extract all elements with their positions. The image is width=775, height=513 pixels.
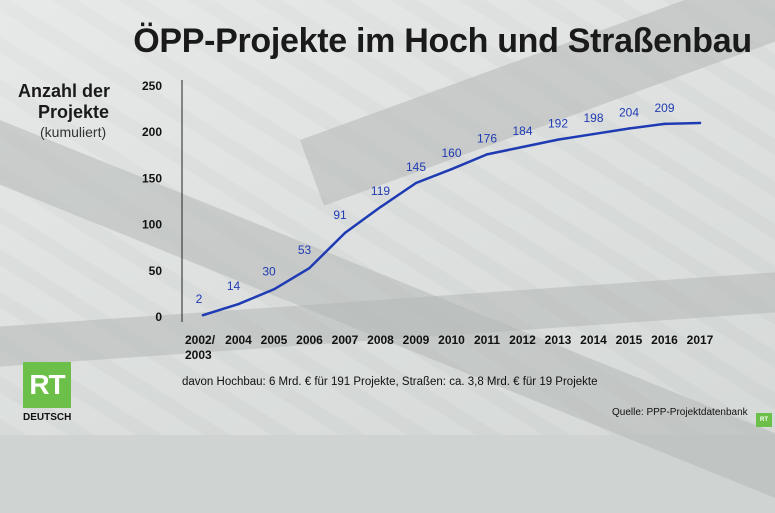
x-tick-label: 2008: [367, 333, 394, 347]
y-axis-label-line1: Anzahl der: [18, 81, 111, 101]
y-tick-label: 150: [142, 171, 162, 185]
x-tick-label: 2012: [509, 333, 536, 347]
y-tick-label: 100: [142, 218, 162, 232]
x-tick-label: 2007: [332, 333, 359, 347]
data-label: 14: [227, 279, 241, 293]
data-point: [272, 288, 276, 291]
data-label: 209: [654, 101, 674, 115]
data-point: [485, 153, 489, 156]
data-label: 91: [333, 208, 347, 222]
y-tick-label: 200: [142, 125, 162, 139]
x-tick-label: 2009: [403, 333, 430, 347]
data-point: [450, 167, 453, 171]
x-tick-label: 2002/: [185, 333, 216, 347]
x-tick-label: 2017: [687, 333, 714, 347]
data-label: 2: [196, 292, 203, 306]
x-tick-label: 2004: [225, 333, 252, 347]
data-label: 176: [477, 131, 497, 145]
y-tick-label: 50: [149, 264, 163, 278]
data-label: 192: [548, 117, 568, 131]
x-tick-label: 2015: [616, 333, 643, 347]
x-tick-label: 2005: [261, 333, 288, 347]
data-label: 30: [262, 264, 276, 278]
data-label: 160: [441, 146, 461, 160]
x-tick-label: 2013: [545, 333, 572, 347]
data-point: [308, 266, 311, 270]
y-tick-label: 250: [142, 79, 162, 93]
y-axis-label-line3: (kumuliert): [40, 124, 107, 140]
x-tick-label: 2011: [474, 333, 500, 347]
rt-logo-label: DEUTSCH: [23, 412, 72, 423]
data-label: 145: [406, 160, 426, 174]
footnote: davon Hochbau: 6 Mrd. € für 191 Projekte…: [182, 376, 598, 388]
data-point: [663, 122, 666, 126]
x-tick-label: 2016: [651, 333, 678, 347]
chart-title: ÖPP-Projekte im Hoch und Straßenbau: [133, 22, 752, 60]
rt-logo: RT: [23, 362, 71, 408]
data-point: [627, 127, 631, 130]
y-axis-label-line2: Projekte: [38, 102, 110, 122]
data-point: [201, 313, 205, 317]
data-label: 119: [371, 184, 390, 198]
x-tick-label: 2014: [580, 333, 607, 347]
y-tick-label: 0: [155, 310, 162, 324]
data-label: 184: [512, 124, 532, 138]
rt-corner-logo: RT: [756, 413, 772, 427]
x-tick-label: 2010: [438, 333, 465, 347]
data-point: [343, 231, 347, 235]
data-point: [592, 132, 595, 136]
data-point: [379, 205, 382, 209]
source-note: Quelle: PPP-Projektdatenbank: [612, 407, 748, 418]
data-point: [556, 138, 560, 141]
line-chart: 0 50 100 150 200 250 2002/2003 2004 2005 2006 2007…: [142, 79, 714, 362]
data-label: 53: [298, 243, 312, 257]
data-point: [698, 121, 702, 125]
data-point: [414, 181, 418, 185]
x-tick-label: 2006: [296, 333, 323, 347]
x-tick-label: 2003: [185, 348, 212, 362]
data-label: 198: [583, 111, 603, 125]
data-label: 204: [619, 106, 639, 120]
data-point: [521, 145, 524, 149]
data-point: [237, 302, 240, 306]
